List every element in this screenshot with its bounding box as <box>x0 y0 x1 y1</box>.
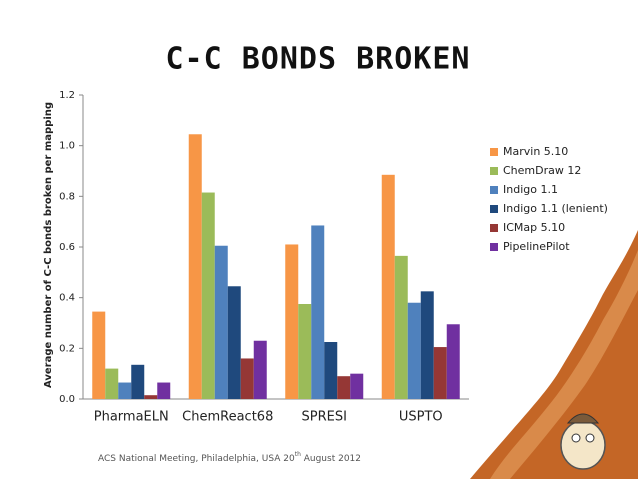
bar <box>201 192 215 399</box>
bar <box>433 347 447 399</box>
bar <box>227 286 241 399</box>
footer: ACS National Meeting, Philadelphia, USA … <box>98 451 361 464</box>
footer-sup: th <box>295 451 301 458</box>
y-tick-label: 1.2 <box>59 90 75 101</box>
x-tick-label: SPRESI <box>302 410 347 425</box>
mascot <box>560 413 606 470</box>
legend-swatch <box>490 224 498 232</box>
legend-label: Marvin 5.10 <box>503 145 568 158</box>
bar <box>446 324 460 399</box>
y-axis-label: Average number of C-C bonds broken per m… <box>43 102 54 388</box>
bar <box>324 342 338 399</box>
bar <box>381 174 395 399</box>
legend-label: PipelinePilot <box>503 240 570 253</box>
legend-label: ICMap 5.10 <box>503 221 565 234</box>
y-tick-label: 0.6 <box>59 242 75 253</box>
legend-swatch <box>490 243 498 251</box>
chart-title: C-C Bonds Broken <box>166 42 471 77</box>
y-tick-label: 0.2 <box>59 343 75 354</box>
x-tick-label: USPTO <box>399 410 443 425</box>
x-tick-label: ChemReact68 <box>182 410 273 425</box>
bar <box>253 340 267 399</box>
bar <box>92 311 106 399</box>
legend-swatch <box>490 167 498 175</box>
legend-label: Indigo 1.1 <box>503 183 558 196</box>
bar <box>188 134 202 399</box>
bar <box>420 291 434 399</box>
y-tick-label: 0.8 <box>59 191 75 202</box>
legend-label: Indigo 1.1 (lenient) <box>503 202 608 215</box>
legend-swatch <box>490 148 498 156</box>
bar <box>311 225 325 399</box>
bar <box>394 255 408 399</box>
bar <box>144 395 158 399</box>
footer-text: ACS National Meeting, Philadelphia, USA … <box>98 454 295 464</box>
bar <box>118 382 132 399</box>
y-tick-label: 1.0 <box>59 141 75 152</box>
bar <box>105 368 119 399</box>
bar <box>298 304 312 399</box>
bar <box>240 358 254 399</box>
legend-swatch <box>490 205 498 213</box>
bar <box>350 373 364 399</box>
x-tick-label: PharmaELN <box>94 410 169 425</box>
footer-text: August 2012 <box>301 454 361 464</box>
decoration <box>470 230 638 479</box>
bar <box>214 245 228 399</box>
y-tick-label: 0.0 <box>59 394 75 405</box>
bar <box>407 302 421 399</box>
bar <box>337 376 351 399</box>
bar <box>285 244 299 399</box>
y-tick-label: 0.4 <box>59 293 75 304</box>
legend-label: ChemDraw 12 <box>503 164 581 177</box>
bar <box>131 364 145 399</box>
legend-swatch <box>490 186 498 194</box>
bar <box>157 382 171 399</box>
